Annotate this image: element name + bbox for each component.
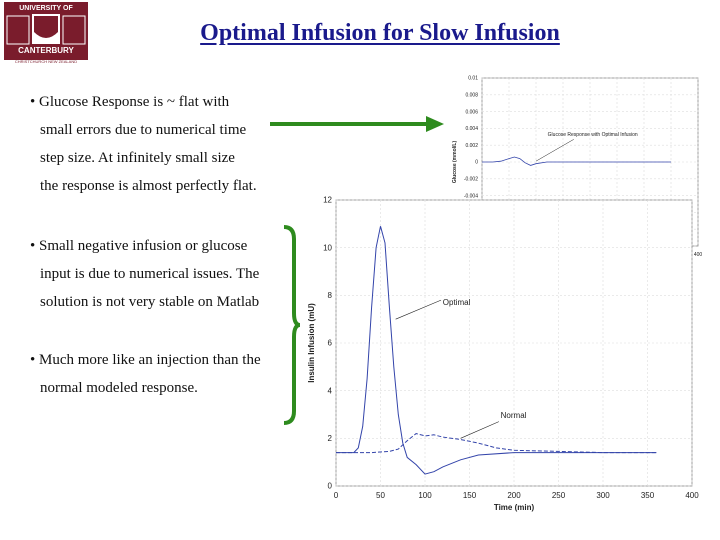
series-line-glucose-response-with-optimal-infusion xyxy=(482,156,671,166)
annotation-optimal-pointer xyxy=(395,299,442,320)
y-tick-label: 0.008 xyxy=(465,92,478,98)
bullet-1-line-3: step size. At infinitely small size xyxy=(40,150,235,166)
university-logo: UNIVERSITY OF CANTERBURY CHRISTCHURCH NE… xyxy=(4,2,88,64)
y-tick-label: 0.002 xyxy=(465,143,478,149)
y-tick-label: 0.004 xyxy=(465,126,478,132)
y-tick-label: 12 xyxy=(323,196,332,205)
y-tick-label: 0 xyxy=(328,482,333,491)
y-tick-label: -0.002 xyxy=(464,176,478,182)
bullet-3-line-2: normal modeled response. xyxy=(40,380,198,396)
insulin-infusion-chart: 0 50 100 150 200 250 300 350 400 0 2 4 6 8 10 12 Time (m… xyxy=(307,196,699,512)
y-tick-label: 0.006 xyxy=(465,109,478,115)
shield-icon xyxy=(34,16,58,38)
logo-left-panel xyxy=(6,15,30,45)
annotation-normal: Normal xyxy=(501,411,527,420)
logo-bottom-text: CANTERBURY xyxy=(18,46,74,55)
annotation-label: Glucose Response with Optimal Infusion xyxy=(548,132,638,138)
y-tick-label: 8 xyxy=(328,291,333,300)
bullet-3-line-1: • Much more like an injection than the xyxy=(30,352,261,368)
bullet-1-line-1: • Glucose Response is ~ flat with xyxy=(30,94,230,110)
bracket-icon xyxy=(283,225,301,425)
annotation-normal-pointer xyxy=(460,421,499,439)
logo-right-panel xyxy=(62,15,86,45)
y-tick-label: -0.004 xyxy=(464,193,478,199)
x-axis-label: Time (min) xyxy=(494,503,535,512)
x-tick-label: 100 xyxy=(418,491,432,500)
x-tick-label: 250 xyxy=(552,491,566,500)
logo-top-text: UNIVERSITY OF xyxy=(19,5,73,12)
y-tick-label: 6 xyxy=(328,339,333,348)
y-axis-label: Glucose (mmol/L) xyxy=(452,141,458,184)
series-line-normal xyxy=(336,433,657,454)
bullet-2-line-1: • Small negative infusion or glucose xyxy=(30,238,248,254)
bullet-2-line-3: solution is not very stable on Matlab xyxy=(40,294,260,310)
x-tick-label: 150 xyxy=(463,491,477,500)
x-tick-label: 50 xyxy=(376,491,385,500)
x-tick-label: 400 xyxy=(694,252,703,258)
slide-title-text: Optimal Infusion for Slow Infusion xyxy=(200,20,560,46)
annotation-optimal: Optimal xyxy=(443,298,471,307)
series-line-optimal xyxy=(336,226,657,475)
pointer-arrow-icon xyxy=(270,116,444,132)
y-axis-label: Insulin Infusion (mU) xyxy=(307,303,316,383)
x-tick-label: 400 xyxy=(685,491,699,500)
annotation-pointer xyxy=(535,139,574,162)
x-tick-label: 350 xyxy=(641,491,655,500)
x-tick-label: 0 xyxy=(334,491,339,500)
logo-tagline: CHRISTCHURCH NEW ZEALAND xyxy=(15,59,77,64)
y-tick-label: 0 xyxy=(475,160,478,166)
x-tick-label: 200 xyxy=(507,491,521,500)
y-tick-label: 0.01 xyxy=(468,76,478,82)
y-tick-label: 10 xyxy=(323,243,332,252)
y-tick-label: 2 xyxy=(328,434,333,443)
bullet-1-line-2: small errors due to numerical time xyxy=(40,122,247,138)
bullet-2-line-2: input is due to numerical issues. The xyxy=(40,266,260,282)
y-tick-label: 4 xyxy=(328,386,333,395)
bullet-1-line-4: the response is almost perfectly flat. xyxy=(40,178,257,194)
slide-title: Optimal Infusion for Slow Infusion xyxy=(140,20,620,47)
x-tick-label: 300 xyxy=(596,491,610,500)
